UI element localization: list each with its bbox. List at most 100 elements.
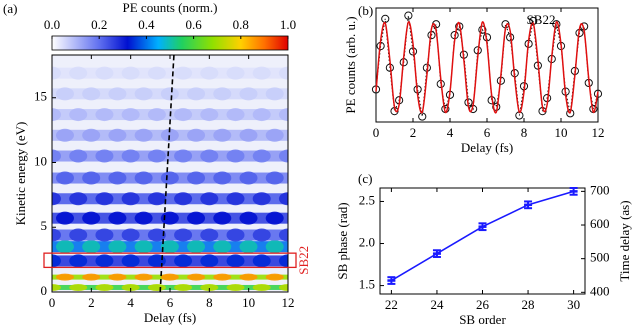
y-tick-label: 0 [41, 283, 48, 298]
y-tick-label: 600 [590, 216, 610, 231]
x-tick-label: 28 [522, 297, 535, 312]
heatmap-blob [292, 129, 310, 142]
y-axis-label: Time delay (as) [617, 200, 632, 281]
heatmap-blob [55, 128, 74, 142]
x-tick-label: 0 [49, 295, 56, 310]
heatmap-blob [278, 149, 288, 163]
heatmap-blob [252, 228, 271, 242]
heatmap-blob [174, 283, 193, 291]
heatmap-blob [160, 128, 179, 142]
x-axis-label: Delay (fs) [461, 140, 513, 155]
colorbar-tick-label: 0.0 [44, 17, 60, 32]
series-line [375, 21, 599, 114]
heatmap-blob [252, 149, 271, 163]
x-tick-label: 4 [127, 295, 134, 310]
heatmap-blob [252, 192, 271, 206]
plot-frame [379, 187, 586, 295]
heatmap-blob [95, 254, 114, 268]
heatmap-blob [69, 108, 88, 122]
heatmap-band [52, 150, 288, 162]
heatmap-blob [239, 240, 258, 254]
heatmap-blob [95, 108, 114, 122]
heatmap-blob [82, 211, 101, 225]
x-tick-label: 2 [88, 295, 95, 310]
heatmap-blob [226, 228, 245, 242]
heatmap-blob [213, 240, 232, 254]
colorbar-tick-label: 0.2 [91, 17, 107, 32]
heatmap-blob [239, 128, 258, 142]
x-tick-label: 8 [521, 125, 528, 140]
heatmap-blob [160, 211, 179, 225]
heatmap-blob [55, 211, 74, 225]
heatmap-blob [147, 283, 166, 291]
heatmap-blob [52, 66, 61, 80]
heatmap-blob [121, 192, 140, 206]
heatmap-blob [134, 273, 153, 281]
heatmap-blob [95, 283, 114, 291]
heatmap-blob [121, 108, 140, 122]
data-point [478, 25, 487, 34]
heatmap-blob [213, 171, 232, 185]
heatmap-blob [108, 211, 127, 225]
x-tick-label: 0 [373, 125, 380, 140]
heatmap-blob [187, 128, 206, 142]
heatmap-blob [134, 211, 153, 225]
heatmap-blob [187, 273, 206, 281]
heatmap-blob [147, 66, 166, 80]
y-tick-label: 2.5 [359, 192, 375, 207]
heatmap-blob [200, 283, 219, 291]
heatmap-blob [174, 254, 193, 268]
x-tick-label: 26 [476, 297, 490, 312]
heatmap-blob [226, 108, 245, 122]
heatmap-blob [213, 211, 232, 225]
heatmap-blob [265, 211, 284, 225]
heatmap-blob [174, 108, 193, 122]
heatmap-blob [82, 273, 101, 281]
x-tick-label: 8 [206, 295, 213, 310]
heatmap-blob [69, 66, 88, 80]
heatmap-blob [187, 240, 206, 254]
heatmap-band [52, 284, 288, 290]
heatmap-blob [95, 228, 114, 242]
heatmap-blob [147, 228, 166, 242]
heatmap-blob [265, 240, 284, 254]
heatmap-blob [121, 283, 140, 291]
y-tick-label: 2.0 [359, 235, 375, 250]
heatmap-blob [200, 228, 219, 242]
heatmap-blob [200, 254, 219, 268]
heatmap-blob [265, 273, 284, 281]
heatmap-blob [200, 66, 219, 80]
heatmap-blob [252, 254, 271, 268]
heatmap-blob [200, 108, 219, 122]
heatmap-blob [95, 149, 114, 163]
y-tick-label: 1.5 [359, 277, 375, 292]
panel-title: SB22 [527, 12, 556, 27]
colorbar [51, 35, 289, 51]
heatmap-blob [292, 212, 310, 225]
heatmap-blob [55, 171, 74, 185]
heatmap-blob [82, 128, 101, 142]
heatmap-blob [200, 192, 219, 206]
heatmap-blob [147, 149, 166, 163]
heatmap-blob [278, 254, 288, 268]
heatmap-blob [55, 87, 74, 101]
heatmap-blob [55, 240, 74, 254]
data-point [593, 89, 603, 98]
heatmap-blob [147, 192, 166, 206]
heatmap-blob [278, 192, 288, 206]
heatmap-blob [200, 149, 219, 163]
heatmap-blob [160, 240, 179, 254]
y-tick-label: 400 [590, 283, 610, 298]
heatmap-blob [82, 240, 101, 254]
heatmap-blob [174, 192, 193, 206]
heatmap-blob [108, 273, 127, 281]
heatmap-blob [147, 254, 166, 268]
panel-label: (c) [358, 171, 372, 186]
heatmap-blob [121, 254, 140, 268]
data-point [404, 11, 413, 20]
heatmap-blob [265, 171, 284, 185]
heatmap-blob [134, 240, 153, 254]
heatmap-blob [160, 273, 179, 281]
heatmap-band [52, 67, 288, 79]
